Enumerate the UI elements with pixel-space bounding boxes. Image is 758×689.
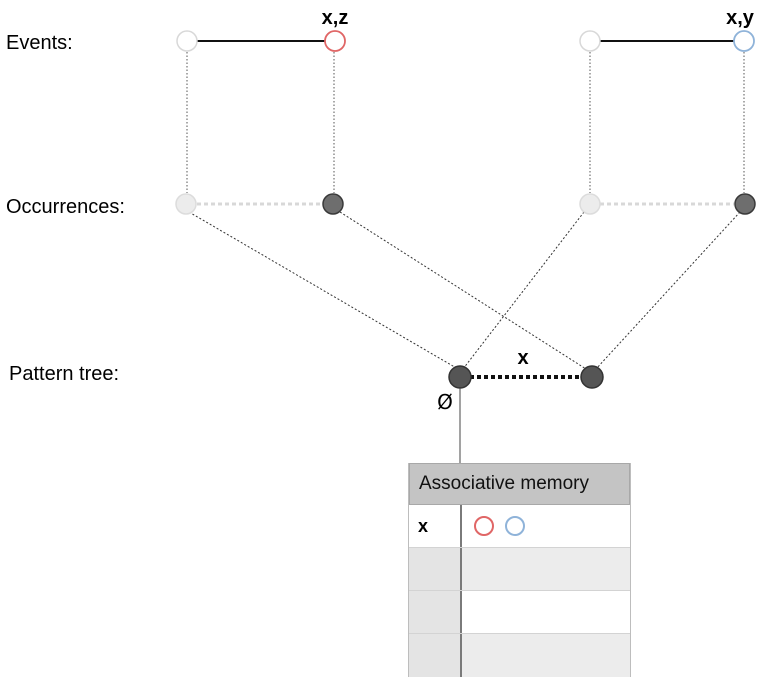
memory-row-values (462, 591, 630, 633)
occurrences-row-label: Occurrences: (6, 196, 125, 218)
pattern-x-node (580, 365, 604, 389)
event-node-xz (324, 30, 346, 52)
memory-row (409, 591, 630, 634)
link-faded-right-to-root (462, 211, 585, 370)
event-label-xz: x,z (322, 7, 349, 29)
root-empty-symbol: Ø (437, 390, 453, 414)
link-dark-to-x (339, 211, 587, 370)
memory-title: Associative memory (409, 463, 630, 505)
events-row-label: Events: (6, 32, 73, 54)
event-occurrence-links (186, 52, 745, 193)
memory-row-key: x (409, 505, 462, 547)
event-node-left-faded (176, 30, 198, 52)
memory-row (409, 634, 630, 677)
memory-row-values (462, 505, 630, 547)
occurrence-tree-links (188, 211, 741, 370)
link-dark-right-to-x (595, 211, 741, 370)
pattern-root-node (448, 365, 472, 389)
memory-value-xz (474, 516, 494, 536)
occurrence-node-left-faded (175, 193, 197, 215)
occurrence-node-left-dark (322, 193, 344, 215)
associative-memory-table: Associative memory x (408, 463, 631, 677)
memory-row-values (462, 548, 630, 590)
link-faded-to-root (188, 211, 459, 370)
event-node-right-faded (579, 30, 601, 52)
event-node-xy (733, 30, 755, 52)
pattern-tree-row-label: Pattern tree: (9, 363, 119, 385)
occurrence-node-right-faded (579, 193, 601, 215)
memory-row: x (409, 505, 630, 548)
memory-row-key (409, 591, 462, 633)
pattern-edge-label: x (517, 347, 528, 369)
memory-row (409, 548, 630, 591)
occurrence-node-right-dark (734, 193, 756, 215)
memory-row-values (462, 634, 630, 677)
memory-value-xy (505, 516, 525, 536)
memory-row-key (409, 548, 462, 590)
memory-row-key (409, 634, 462, 677)
event-label-xy: x,y (726, 7, 755, 29)
